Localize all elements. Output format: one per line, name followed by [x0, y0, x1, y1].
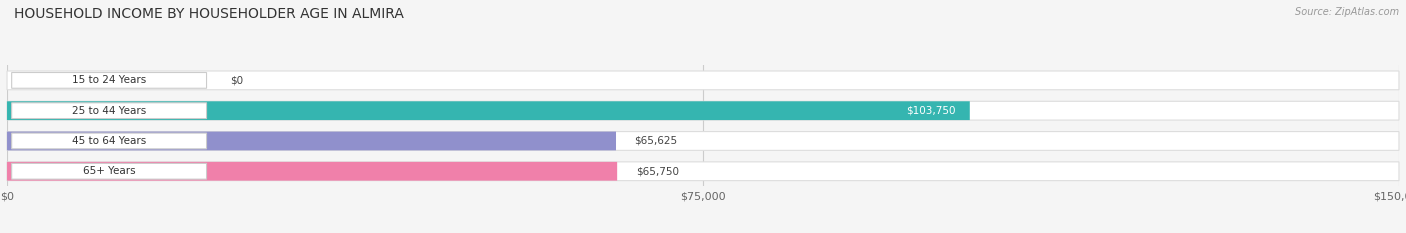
FancyBboxPatch shape — [7, 132, 616, 150]
FancyBboxPatch shape — [11, 163, 207, 179]
Text: $65,750: $65,750 — [636, 166, 679, 176]
FancyBboxPatch shape — [7, 101, 970, 120]
FancyBboxPatch shape — [7, 162, 617, 181]
Text: 15 to 24 Years: 15 to 24 Years — [72, 75, 146, 85]
FancyBboxPatch shape — [7, 101, 1399, 120]
FancyBboxPatch shape — [11, 133, 207, 149]
FancyBboxPatch shape — [11, 103, 207, 119]
FancyBboxPatch shape — [7, 162, 1399, 181]
Text: 25 to 44 Years: 25 to 44 Years — [72, 106, 146, 116]
FancyBboxPatch shape — [7, 132, 1399, 150]
Text: HOUSEHOLD INCOME BY HOUSEHOLDER AGE IN ALMIRA: HOUSEHOLD INCOME BY HOUSEHOLDER AGE IN A… — [14, 7, 404, 21]
Text: $65,625: $65,625 — [634, 136, 678, 146]
Text: 45 to 64 Years: 45 to 64 Years — [72, 136, 146, 146]
Text: $0: $0 — [229, 75, 243, 85]
Text: Source: ZipAtlas.com: Source: ZipAtlas.com — [1295, 7, 1399, 17]
FancyBboxPatch shape — [7, 71, 1399, 90]
FancyBboxPatch shape — [11, 72, 207, 88]
Text: $103,750: $103,750 — [907, 106, 956, 116]
Text: 65+ Years: 65+ Years — [83, 166, 135, 176]
